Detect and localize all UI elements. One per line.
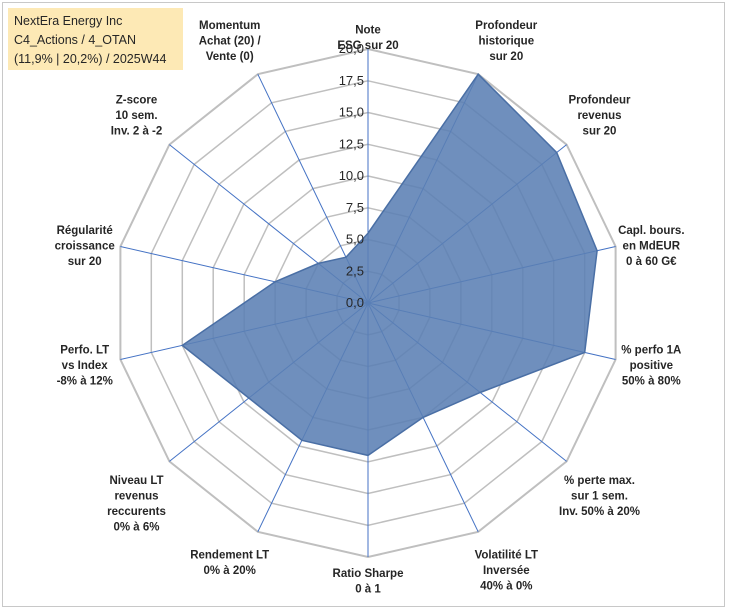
axis-category-label: Capl. bours. en MdEUR 0 à 60 G€: [618, 225, 684, 268]
axis-category-label-line: Note: [355, 25, 381, 37]
axis-category-label-line: 0% à 6%: [113, 522, 159, 534]
axis-category-label-line: sur 20: [68, 256, 102, 268]
category-label: C4_Actions / 4_OTAN: [14, 33, 137, 47]
axis-category-label: Niveau LT revenus reccurents 0% à 6%: [107, 475, 166, 533]
axis-category-label-line: Vente (0): [206, 51, 254, 63]
series-layer: [181, 73, 598, 457]
axis-category-label-line: 0 à 1: [355, 584, 381, 596]
tick-label: 2,5: [346, 263, 364, 278]
axis-category-label-line: Régularité: [57, 225, 113, 237]
axis-category-label: % perte max. sur 1 sem. Inv. 50% à 20%: [559, 475, 640, 518]
axis-category-label-line: 50% à 80%: [622, 375, 681, 387]
tick-label: 0,0: [346, 295, 364, 310]
axis-category-label: Profondeur historique sur 20: [475, 20, 537, 63]
axis-category-label-line: ESG sur 20: [337, 40, 398, 52]
axis-category-label-line: sur 20: [583, 125, 617, 137]
axis-category-label-line: Perfo. LT: [60, 344, 109, 356]
axis-category-label: % perfo 1A positive 50% à 80%: [621, 344, 681, 387]
axis-category-label-line: Ratio Sharpe: [333, 568, 404, 580]
axis-category-label-line: sur 20: [489, 51, 523, 63]
axis-category-label-line: historique: [479, 36, 535, 48]
axis-category-label-line: croissance: [55, 241, 115, 253]
tick-label: 17,5: [339, 73, 364, 88]
tick-label: 7,5: [346, 200, 364, 215]
axis-category-label-line: Profondeur: [475, 20, 537, 32]
axis-category-label: Régularité croissance sur 20: [55, 225, 115, 268]
tick-layer: 0,0 2,5 5,0 7,5 10,0 12,5 15,0 17,5 20,0: [339, 41, 364, 310]
axis-category-label-line: Inversée: [483, 565, 530, 577]
tick-label: 10,0: [339, 168, 364, 183]
axis-category-label-line: positive: [630, 360, 673, 372]
performance-label: (11,9% | 20,2%) / 2025W44: [14, 52, 167, 66]
axis-category-label-line: reccurents: [107, 506, 166, 518]
axis-category-label: Z-score 10 sem. Inv. 2 à -2: [111, 94, 163, 137]
axis-category-label-line: 0 à 60 G€: [626, 256, 677, 268]
axis-category-label-line: vs Index: [62, 360, 109, 372]
axis-category-label-line: Achat (20) /: [199, 36, 262, 48]
axis-category-label-line: Inv. 2 à -2: [111, 125, 163, 137]
axis-category-label-line: revenus: [114, 491, 158, 503]
axis-category-label-line: Rendement LT: [190, 550, 269, 562]
series-area: [181, 73, 598, 457]
axis-category-label-line: Inv. 50% à 20%: [559, 506, 640, 518]
axis-category-label-line: Volatilité LT: [475, 550, 538, 562]
tick-label: 12,5: [339, 136, 364, 151]
axis-category-label: Momentum Achat (20) / Vente (0): [199, 20, 262, 63]
axis-category-label: Volatilité LT Inversée 40% à 0%: [475, 550, 538, 593]
axis-category-label: Ratio Sharpe 0 à 1: [333, 568, 404, 596]
axis-category-label-line: % perfo 1A: [621, 344, 681, 356]
axis-category-label-line: 10 sem.: [115, 110, 157, 122]
axis-category-label-line: en MdEUR: [623, 241, 681, 253]
chart-title-box: NextEra Energy Inc C4_Actions / 4_OTAN (…: [8, 8, 183, 70]
axis-category-label-line: Z-score: [116, 94, 158, 106]
axis-category-label-line: % perte max.: [564, 475, 635, 487]
label-layer: Note ESG sur 20 Profondeur historique sur 20…: [55, 20, 685, 596]
axis-category-label-line: 40% à 0%: [480, 581, 532, 593]
tick-label: 15,0: [339, 105, 364, 120]
axis-category-label-line: Profondeur: [569, 94, 631, 106]
axis-category-label-line: Niveau LT: [109, 475, 163, 487]
axis-category-label-line: 0% à 20%: [203, 565, 255, 577]
axis-category-label: Rendement LT 0% à 20%: [190, 550, 269, 578]
axis-category-label: Note ESG sur 20: [337, 25, 398, 53]
axis-category-label: Perfo. LT vs Index -8% à 12%: [57, 344, 113, 387]
axis-category-label: Profondeur revenus sur 20: [569, 94, 631, 137]
axis-category-label-line: sur 1 sem.: [571, 491, 628, 503]
tick-label: 5,0: [346, 232, 364, 247]
axis-category-label-line: Capl. bours.: [618, 225, 684, 237]
axis-category-label-line: Momentum: [199, 20, 260, 32]
axis-category-label-line: revenus: [577, 110, 621, 122]
tick-label: 20,0: [339, 41, 364, 56]
axis-category-label-line: -8% à 12%: [57, 375, 113, 387]
company-name: NextEra Energy Inc: [14, 14, 123, 28]
